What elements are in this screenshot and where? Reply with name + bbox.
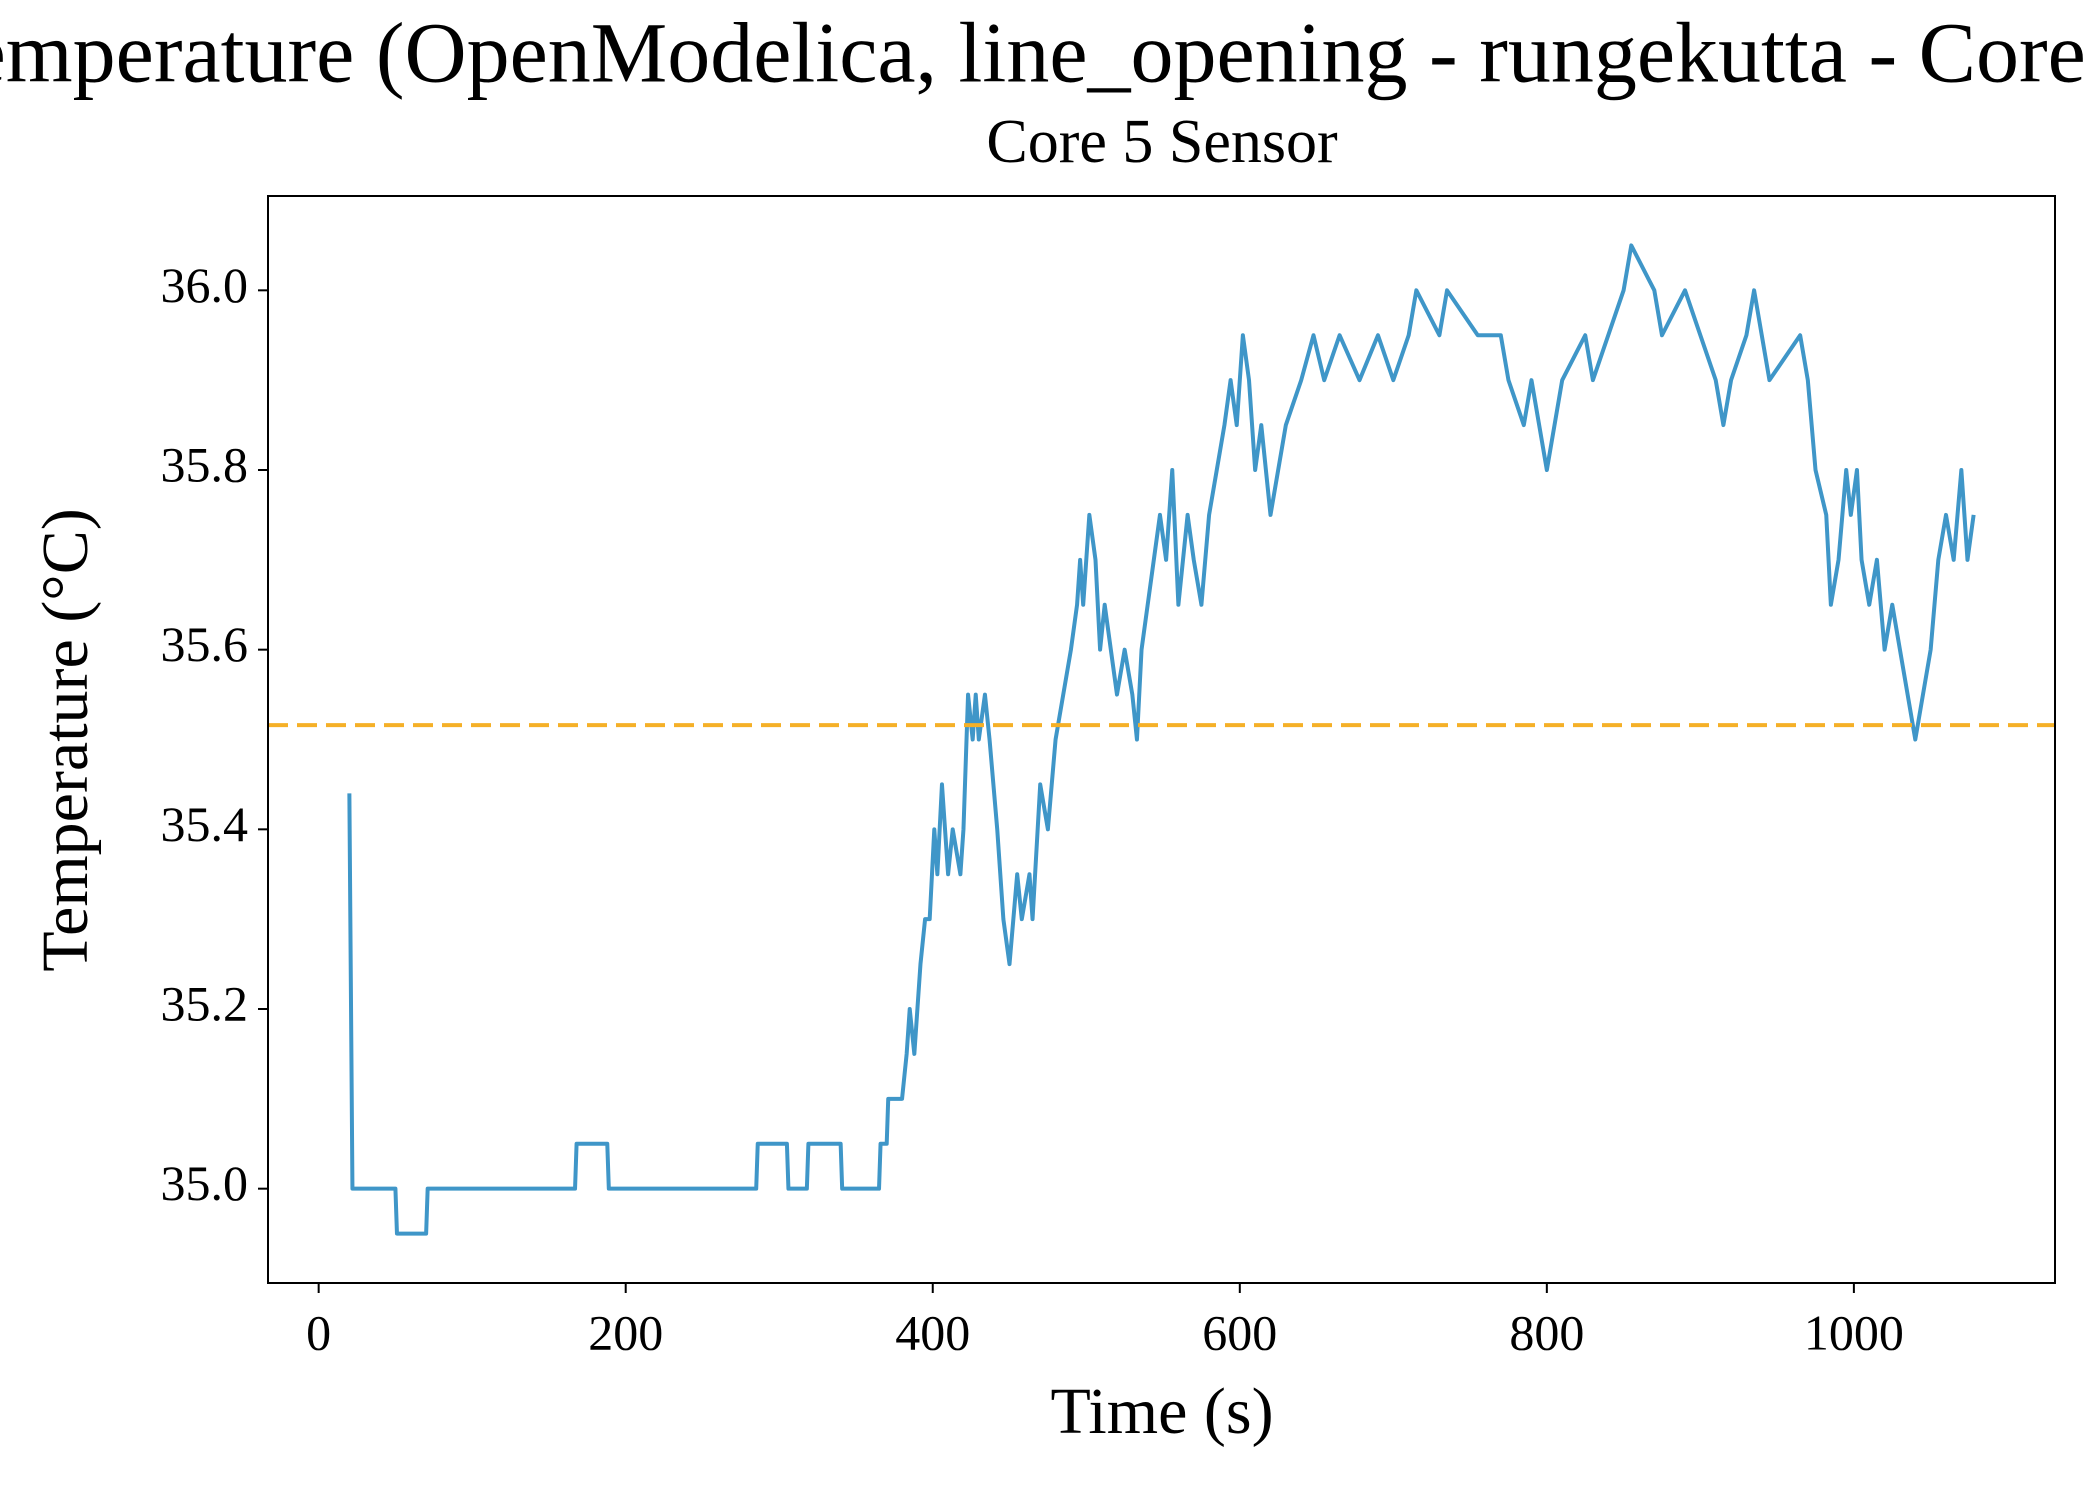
- x-tick-label: 0: [306, 1304, 331, 1360]
- y-axis-label: Temperature (°C): [29, 508, 102, 971]
- data-line: [347, 243, 1976, 1236]
- chart-subtitle: Core 5 Sensor: [986, 108, 1338, 176]
- x-tick-label: 800: [1509, 1304, 1584, 1360]
- x-tick-label: 400: [895, 1304, 970, 1360]
- y-tick-label: 35.0: [161, 1155, 249, 1211]
- y-tick-label: 35.2: [161, 975, 249, 1031]
- x-tick-label: 1000: [1804, 1304, 1904, 1360]
- chart-title: Temperature (OpenModelica, line_opening …: [0, 5, 2100, 101]
- y-tick-label: 36.0: [161, 257, 249, 313]
- y-tick-label: 35.4: [161, 796, 249, 852]
- plot-frame: [267, 195, 2056, 1284]
- y-tick-label: 35.8: [161, 436, 249, 492]
- y-tick-label: 35.6: [161, 616, 249, 672]
- x-axis-label: Time (s): [1050, 1375, 1273, 1448]
- x-tick-label: 600: [1202, 1304, 1277, 1360]
- x-tick-label: 200: [588, 1304, 663, 1360]
